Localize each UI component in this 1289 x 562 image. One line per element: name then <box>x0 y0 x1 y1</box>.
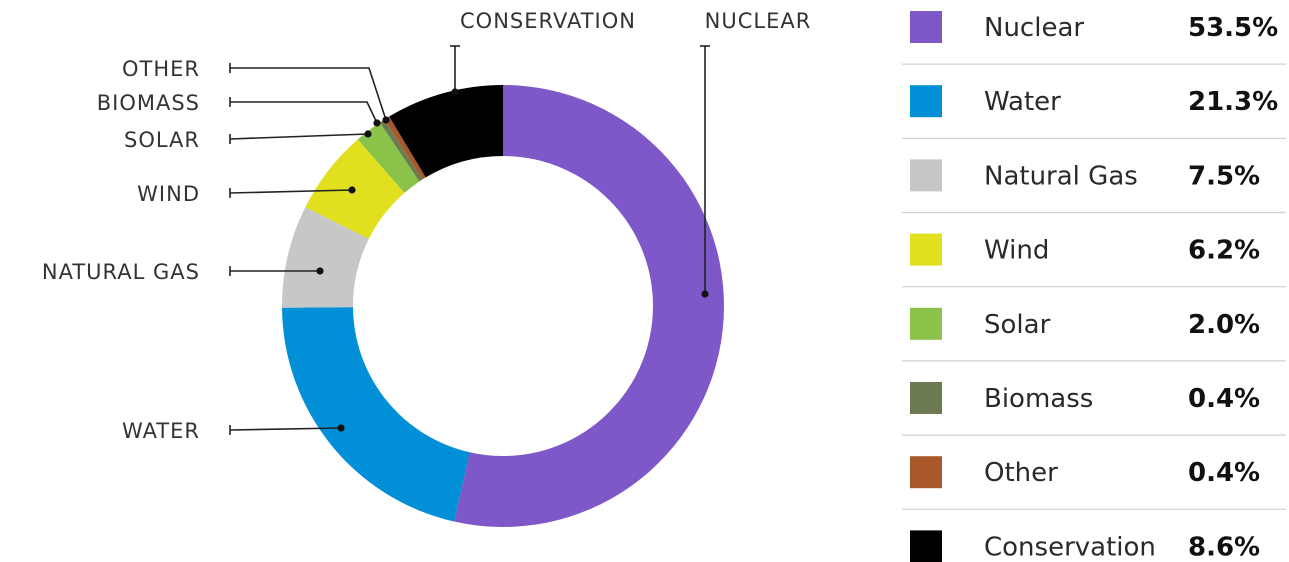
callout-line-wind <box>229 189 353 194</box>
legend-label-nuclear: Nuclear <box>984 13 1084 43</box>
legend-row-natural-gas: Natural Gas 7.5% <box>902 159 1286 214</box>
callout-solar: SOLAR <box>124 128 372 152</box>
callout-natural-gas: NATURAL GAS <box>42 260 324 284</box>
callout-label-biomass: BIOMASS <box>97 91 200 115</box>
callout-label-wind: WIND <box>137 182 200 206</box>
callout-dot-biomass <box>373 119 381 127</box>
legend-row-biomass: Biomass 0.4% <box>902 382 1286 436</box>
legend-swatch-wind <box>910 233 942 266</box>
callout-label-conservation: CONSERVATION <box>460 9 636 33</box>
legend-swatch-conservation <box>910 530 942 562</box>
callout-label-natural-gas: NATURAL GAS <box>42 260 200 284</box>
legend-swatch-natural-gas <box>910 159 942 192</box>
legend-label-natural-gas: Natural Gas <box>984 161 1138 191</box>
slice-water <box>282 307 470 522</box>
callout-labels: NUCLEAR WATER NATURAL GAS WIND SOLAR BIOMASS O… <box>42 9 812 443</box>
slice-natural-gas <box>282 207 369 308</box>
legend-value-other: 0.4% <box>1188 458 1260 488</box>
legend-row-conservation: Conservation 8.6% <box>910 530 1260 562</box>
callout-dot-natural-gas <box>316 267 324 275</box>
callout-nuclear: NUCLEAR <box>700 9 812 298</box>
callout-line-biomass <box>230 101 378 124</box>
callout-dot-other <box>382 116 390 124</box>
legend-swatch-other <box>910 456 942 489</box>
legend-swatch-water <box>910 85 942 118</box>
callout-water: WATER <box>122 419 345 443</box>
callout-biomass: BIOMASS <box>97 91 381 127</box>
callout-dot-water <box>337 424 345 432</box>
legend-label-other: Other <box>984 458 1058 488</box>
callout-label-water: WATER <box>122 419 200 443</box>
callout-dot-solar <box>364 130 372 138</box>
callout-label-nuclear: NUCLEAR <box>705 9 812 33</box>
legend-label-conservation: Conservation <box>984 532 1156 562</box>
slice-biomass <box>379 119 423 182</box>
callout-dot-conservation <box>451 88 459 96</box>
slice-other <box>384 116 426 180</box>
legend-swatch-biomass <box>910 382 942 414</box>
legend-value-nuclear: 53.5% <box>1188 13 1278 43</box>
legend-label-water: Water <box>984 87 1061 117</box>
legend: Nuclear 53.5% Water 21.3% Natural Gas 7.5% Win… <box>902 11 1286 562</box>
callout-line-water <box>229 427 342 431</box>
donut-slices <box>282 85 724 527</box>
legend-row-wind: Wind 6.2% <box>902 233 1286 288</box>
callout-dot-nuclear <box>701 290 709 298</box>
legend-label-solar: Solar <box>984 310 1051 340</box>
legend-swatch-solar <box>910 307 942 340</box>
legend-row-nuclear: Nuclear 53.5% <box>902 11 1286 65</box>
slice-conservation <box>389 85 503 178</box>
legend-label-wind: Wind <box>984 236 1049 266</box>
callout-conservation: CONSERVATION <box>450 9 636 96</box>
callout-line-solar <box>229 133 369 140</box>
legend-value-natural-gas: 7.5% <box>1188 161 1260 191</box>
callout-wind: WIND <box>137 182 356 206</box>
legend-swatch-nuclear <box>910 11 942 43</box>
legend-value-conservation: 8.6% <box>1188 532 1260 562</box>
legend-row-other: Other 0.4% <box>902 456 1286 510</box>
callout-other: OTHER <box>122 57 390 124</box>
legend-value-solar: 2.0% <box>1188 310 1260 340</box>
slice-solar <box>357 122 420 193</box>
legend-row-water: Water 21.3% <box>902 85 1286 139</box>
callout-label-other: OTHER <box>122 57 200 81</box>
callout-label-solar: SOLAR <box>124 128 200 152</box>
slice-nuclear <box>454 85 724 527</box>
legend-label-biomass: Biomass <box>984 384 1093 414</box>
legend-value-water: 21.3% <box>1188 87 1278 117</box>
legend-row-solar: Solar 2.0% <box>902 307 1286 362</box>
callout-line-other <box>230 67 387 121</box>
legend-value-wind: 6.2% <box>1188 236 1260 266</box>
legend-value-biomass: 0.4% <box>1188 384 1260 414</box>
callout-dot-wind <box>348 186 356 194</box>
